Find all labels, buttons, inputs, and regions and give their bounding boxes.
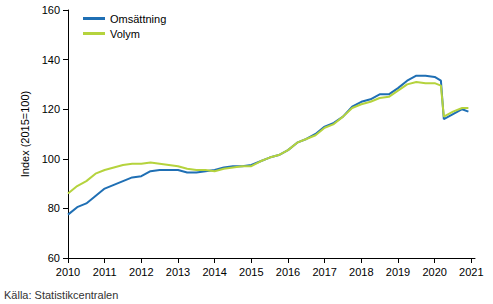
svg-text:2016: 2016: [276, 266, 300, 278]
svg-text:Index (2015=100): Index (2015=100): [19, 91, 31, 178]
svg-text:2018: 2018: [349, 266, 373, 278]
svg-text:Volym: Volym: [110, 28, 140, 40]
svg-text:140: 140: [42, 54, 60, 66]
svg-text:160: 160: [42, 4, 60, 16]
svg-text:2013: 2013: [166, 266, 190, 278]
svg-text:100: 100: [42, 153, 60, 165]
svg-text:2011: 2011: [93, 266, 117, 278]
svg-text:Omsättning: Omsättning: [110, 13, 166, 25]
svg-text:60: 60: [48, 252, 60, 264]
svg-text:2019: 2019: [386, 266, 410, 278]
svg-text:2010: 2010: [56, 266, 80, 278]
svg-text:2017: 2017: [312, 266, 336, 278]
svg-text:2020: 2020: [422, 266, 446, 278]
svg-text:Källa: Statistikcentralen: Källa: Statistikcentralen: [4, 289, 118, 301]
svg-text:2014: 2014: [202, 266, 226, 278]
svg-text:2015: 2015: [239, 266, 263, 278]
svg-text:2021: 2021: [459, 266, 483, 278]
svg-text:80: 80: [48, 202, 60, 214]
svg-text:2012: 2012: [129, 266, 153, 278]
svg-text:120: 120: [42, 103, 60, 115]
